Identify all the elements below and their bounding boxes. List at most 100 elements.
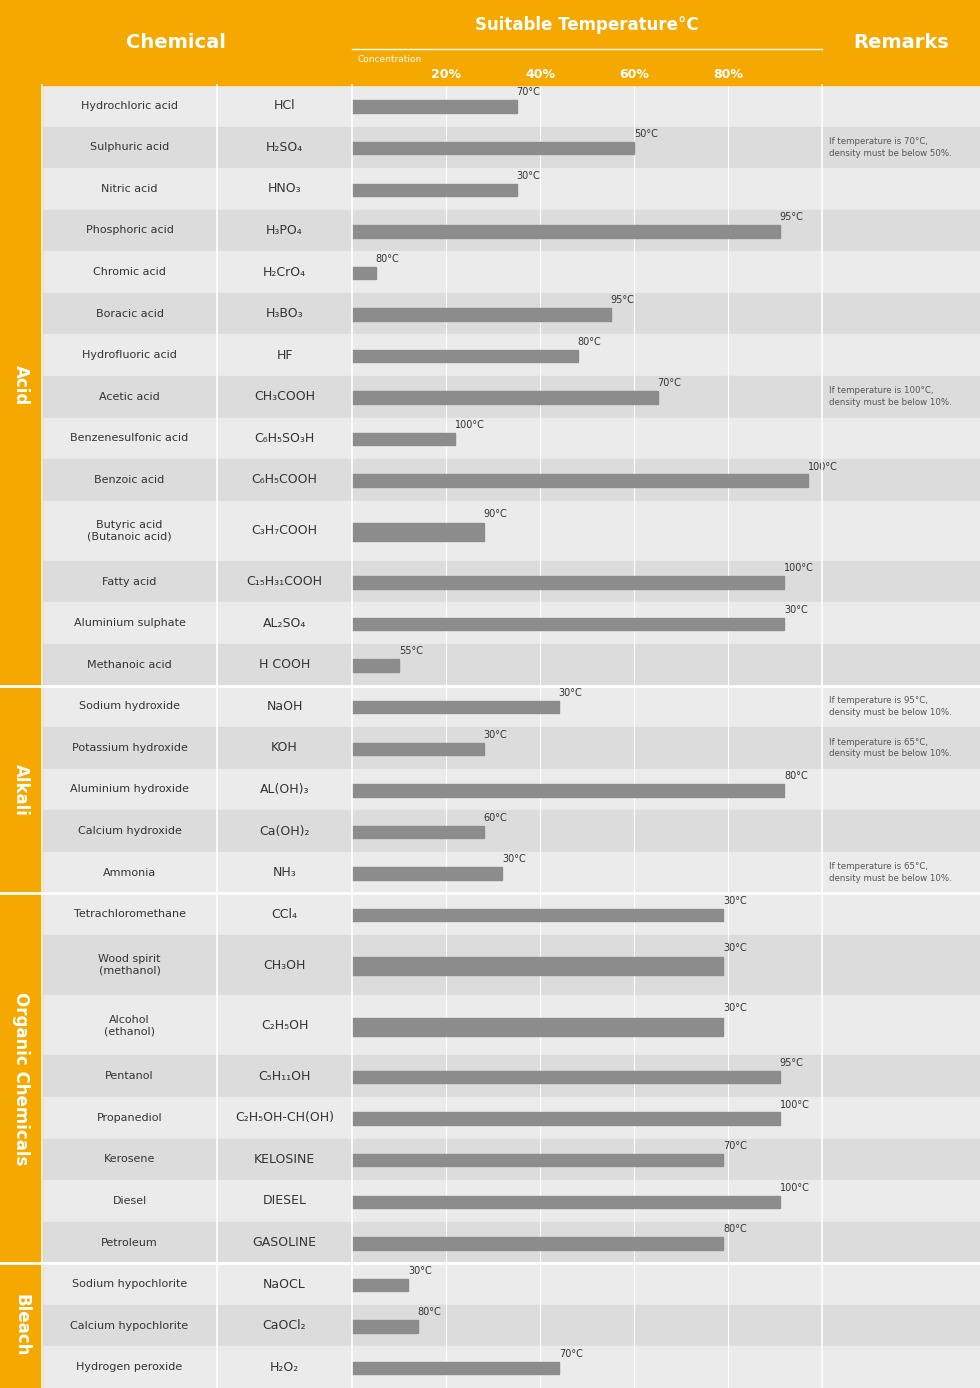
Bar (0, 85, 42, 686)
Bar (0, 1263, 42, 1388)
Bar (42, 376, 980, 418)
Text: 100°C: 100°C (808, 462, 838, 472)
Text: NaOH: NaOH (267, 700, 303, 713)
Text: HNO₃: HNO₃ (268, 182, 301, 196)
Text: 80%: 80% (713, 68, 743, 81)
Text: If temperature is 70°C,
density must be below 50%.: If temperature is 70°C, density must be … (829, 137, 952, 158)
Text: H₃BO₃: H₃BO₃ (266, 307, 304, 321)
Text: Fatty acid: Fatty acid (102, 576, 157, 587)
Text: 30°C: 30°C (723, 1004, 747, 1013)
Text: C₁₅H₃₁COOH: C₁₅H₃₁COOH (247, 575, 322, 589)
Bar (352, 308, 611, 321)
Text: AL₂SO₄: AL₂SO₄ (263, 616, 306, 630)
Bar (352, 576, 784, 589)
Text: Petroleum: Petroleum (101, 1238, 158, 1248)
Bar (42, 644, 980, 686)
Text: 30°C: 30°C (723, 942, 747, 954)
Bar (42, 293, 980, 335)
Text: 95°C: 95°C (780, 1058, 804, 1067)
Text: H₂O₂: H₂O₂ (270, 1360, 299, 1374)
Text: Diesel: Diesel (113, 1196, 147, 1206)
Bar (42, 335, 980, 376)
Text: 60%: 60% (619, 68, 649, 81)
Bar (42, 210, 980, 251)
Text: Organic Chemicals: Organic Chemicals (12, 991, 30, 1165)
Text: Alkali: Alkali (12, 763, 30, 815)
Text: Methanoic acid: Methanoic acid (87, 659, 172, 670)
Text: 30°C: 30°C (483, 730, 508, 740)
Text: Benzoic acid: Benzoic acid (94, 475, 165, 484)
Bar (352, 958, 723, 976)
Bar (352, 909, 723, 922)
Text: Ammonia: Ammonia (103, 868, 156, 877)
Text: 70°C: 70°C (516, 87, 540, 97)
Text: Hydrogen peroxide: Hydrogen peroxide (76, 1362, 182, 1373)
Text: Chromic acid: Chromic acid (93, 266, 166, 278)
Bar (352, 1112, 780, 1124)
Bar (0, 0, 352, 85)
Text: C₂H₅OH: C₂H₅OH (261, 1019, 308, 1031)
Text: C₃H₇COOH: C₃H₇COOH (252, 525, 318, 537)
Bar (822, 0, 980, 85)
Text: Potassium hydroxide: Potassium hydroxide (72, 743, 187, 752)
Text: 55°C: 55°C (399, 647, 423, 657)
Text: 30°C: 30°C (503, 854, 526, 865)
Text: C₅H₁₁OH: C₅H₁₁OH (259, 1070, 311, 1083)
Text: H₃PO₄: H₃PO₄ (267, 223, 303, 237)
Bar (352, 1153, 723, 1166)
Bar (352, 743, 483, 755)
Bar (42, 418, 980, 459)
Text: 90°C: 90°C (483, 509, 508, 519)
Text: KOH: KOH (271, 741, 298, 755)
Text: KELOSINE: KELOSINE (254, 1153, 316, 1166)
Text: C₂H₅OH-CH(OH): C₂H₅OH-CH(OH) (235, 1112, 334, 1124)
Text: 80°C: 80°C (375, 254, 399, 264)
Bar (352, 826, 483, 838)
Text: HCl: HCl (273, 100, 295, 112)
Bar (352, 433, 456, 446)
Text: Acetic acid: Acetic acid (99, 391, 160, 401)
Bar (42, 811, 980, 852)
Bar (42, 769, 980, 811)
Text: CH₃OH: CH₃OH (264, 959, 306, 972)
Bar (352, 1320, 417, 1332)
Bar (42, 727, 980, 769)
Text: 100°C: 100°C (780, 1099, 809, 1109)
Text: 20%: 20% (431, 68, 461, 81)
Bar (352, 1278, 409, 1291)
Text: Tetrachloromethane: Tetrachloromethane (74, 909, 185, 919)
Text: CH₃COOH: CH₃COOH (254, 390, 315, 404)
Text: Sulphuric acid: Sulphuric acid (90, 143, 170, 153)
Text: 80°C: 80°C (417, 1307, 442, 1317)
Bar (42, 1221, 980, 1263)
Text: 100°C: 100°C (784, 564, 814, 573)
Text: CCl₄: CCl₄ (271, 908, 298, 920)
Text: 80°C: 80°C (723, 1224, 747, 1234)
Text: 70°C: 70°C (559, 1349, 583, 1359)
Text: Ca(OH)₂: Ca(OH)₂ (260, 824, 310, 837)
Bar (42, 168, 980, 210)
Text: Aluminium hydroxide: Aluminium hydroxide (70, 784, 189, 794)
Text: DIESEL: DIESEL (263, 1195, 307, 1208)
Bar (352, 183, 516, 196)
Bar (352, 1362, 559, 1374)
Bar (42, 852, 980, 894)
Bar (352, 784, 784, 797)
Bar (42, 894, 980, 936)
Text: 70°C: 70°C (658, 379, 681, 389)
Text: 80°C: 80°C (577, 337, 602, 347)
Bar (352, 523, 483, 541)
Text: Alcohol
(ethanol): Alcohol (ethanol) (104, 1015, 155, 1037)
Text: 95°C: 95°C (611, 296, 634, 305)
Text: 30°C: 30°C (409, 1266, 432, 1276)
Bar (42, 126, 980, 168)
Text: 100°C: 100°C (456, 421, 485, 430)
Bar (42, 1180, 980, 1221)
Bar (352, 1195, 780, 1208)
Bar (352, 868, 503, 880)
Bar (42, 1346, 980, 1388)
Text: Concentration: Concentration (358, 54, 422, 64)
Text: Phosphoric acid: Phosphoric acid (85, 225, 173, 236)
Text: 70°C: 70°C (723, 1141, 747, 1151)
Bar (42, 995, 980, 1055)
